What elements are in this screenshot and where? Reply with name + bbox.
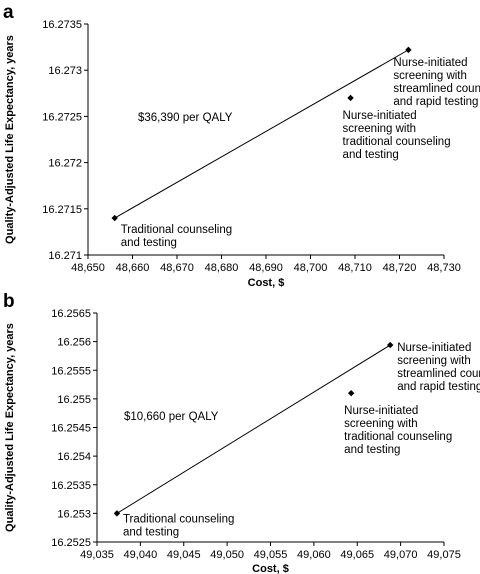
y-tick-label: 16.2525 <box>51 537 91 549</box>
data-point-1 <box>113 510 121 517</box>
point-label-2: Nurse-initiated <box>343 110 417 122</box>
x-tick-label: 48,690 <box>249 262 283 274</box>
point-label-2: and testing <box>344 444 400 456</box>
y-tick-label: 16.2545 <box>51 423 91 435</box>
x-tick-label: 49,070 <box>384 549 418 561</box>
x-tick-label: 49,035 <box>80 549 114 561</box>
point-label-3: Nurse-initiated <box>393 57 467 69</box>
x-tick-label: 48,700 <box>294 262 328 274</box>
point-label-2: traditional counseling <box>343 136 451 148</box>
x-tick-label: 49,065 <box>340 549 374 561</box>
point-label-1: Traditional counseling <box>123 513 234 525</box>
x-tick-label: 48,720 <box>383 262 417 274</box>
point-label-3: streamlined counseling <box>397 368 480 380</box>
x-tick-label: 49,050 <box>210 549 244 561</box>
x-axis-title: Cost, $ <box>252 563 289 574</box>
x-tick-label: 49,055 <box>254 549 288 561</box>
point-label-3: and rapid testing <box>393 96 478 108</box>
panel-letter-a: a <box>3 2 14 23</box>
data-point-2 <box>347 389 355 397</box>
y-tick-label: 16.273 <box>48 65 82 77</box>
y-tick-label: 16.2565 <box>51 308 91 320</box>
y-tick-label: 16.2555 <box>51 365 91 377</box>
point-label-3: Nurse-initiated <box>397 342 471 354</box>
icer-annotation: $36,390 per QALY <box>138 112 233 124</box>
point-label-2: and testing <box>343 149 399 161</box>
x-tick-label: 48,670 <box>160 262 194 274</box>
x-tick-label: 48,660 <box>116 262 150 274</box>
point-label-1: Traditional counseling <box>121 224 232 236</box>
y-axis-title: Quality-Adjusted Life Expectancy, years <box>4 35 16 244</box>
y-tick-label: 16.2535 <box>51 480 91 492</box>
point-label-3: screening with <box>397 355 471 367</box>
y-tick-label: 16.2735 <box>42 19 82 31</box>
data-point-3 <box>387 341 394 349</box>
panel-letter-b: b <box>3 291 15 312</box>
point-label-1: and testing <box>121 237 177 249</box>
x-tick-label: 49,045 <box>167 549 201 561</box>
icer-annotation: $10,660 per QALY <box>124 411 219 423</box>
y-tick-label: 16.272 <box>48 158 82 170</box>
x-tick-label: 48,710 <box>338 262 372 274</box>
y-tick-label: 16.271 <box>48 250 82 262</box>
point-label-2: screening with <box>343 123 417 135</box>
point-label-3: screening with <box>393 70 467 82</box>
y-tick-label: 16.255 <box>57 394 91 406</box>
frontier-line <box>116 344 391 514</box>
frontier-line <box>114 49 409 219</box>
y-tick-label: 16.256 <box>57 337 91 349</box>
x-tick-label: 49,040 <box>124 549 158 561</box>
x-tick-label: 48,680 <box>205 262 239 274</box>
data-point-2 <box>347 94 354 102</box>
x-tick-label: 49,060 <box>297 549 331 561</box>
y-axis-title: Quality-Adjusted Life Expectancy, years <box>4 323 16 532</box>
x-tick-label: 49,075 <box>427 549 461 561</box>
point-label-2: traditional counseling <box>344 431 452 443</box>
y-tick-label: 16.253 <box>57 508 91 520</box>
x-axis-title: Cost, $ <box>248 277 285 289</box>
y-tick-label: 16.254 <box>57 451 91 463</box>
y-tick-label: 16.2715 <box>42 204 82 216</box>
y-tick-label: 16.2725 <box>42 111 82 123</box>
x-tick-label: 48,730 <box>427 262 461 274</box>
data-point-1 <box>111 214 118 222</box>
point-label-2: screening with <box>344 418 418 430</box>
point-label-1: and testing <box>123 526 179 538</box>
x-tick-label: 48,650 <box>71 262 105 274</box>
point-label-2: Nurse-initiated <box>344 405 418 417</box>
point-label-3: and rapid testing <box>397 381 480 393</box>
data-point-3 <box>405 46 412 54</box>
point-label-3: streamlined counseling <box>393 83 480 95</box>
